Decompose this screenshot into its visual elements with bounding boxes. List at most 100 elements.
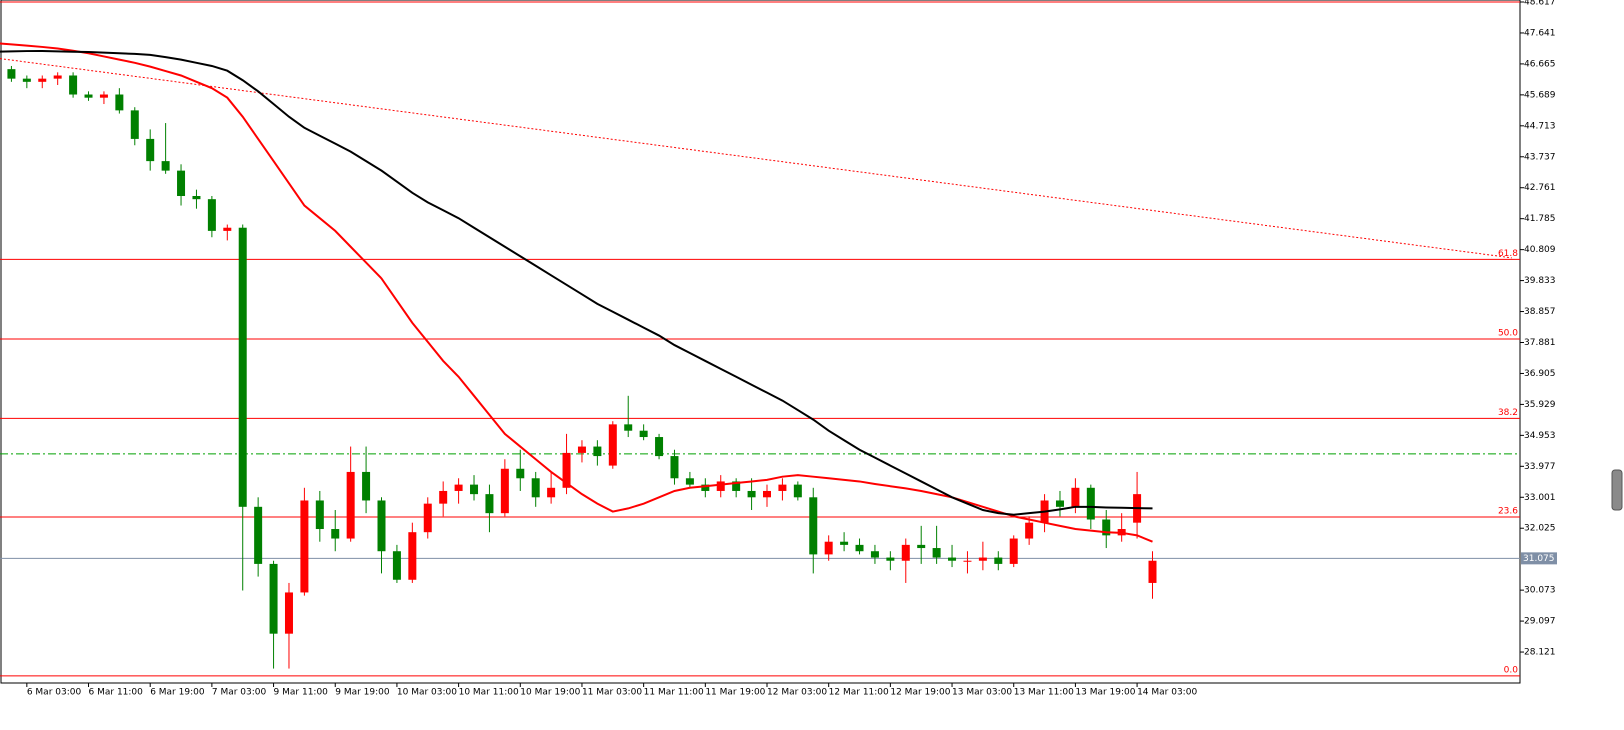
candle-body [917, 544, 926, 549]
x-tick-label: 11 Mar 11:00 [644, 688, 704, 698]
candle-body [300, 500, 309, 593]
price-label: 31.075 [1523, 554, 1555, 564]
fib-label: 50.0 [1498, 329, 1518, 339]
fib-label: 38.2 [1498, 408, 1518, 418]
candle-body [362, 471, 371, 501]
candle-body [685, 478, 694, 485]
moving-average [0, 50, 1153, 516]
y-tick-label: 33.001 [1524, 493, 1556, 503]
candle-body [1025, 522, 1034, 539]
x-tick-label: 13 Mar 03:00 [952, 688, 1012, 698]
candle-body [608, 424, 617, 466]
y-tick-label: 35.929 [1524, 400, 1556, 410]
x-tick-label: 12 Mar 03:00 [767, 688, 827, 698]
candle-body [562, 452, 571, 488]
candle-body [315, 500, 324, 530]
candle-body [994, 557, 1003, 564]
y-tick-label: 47.641 [1524, 28, 1556, 38]
candle-body [1009, 538, 1018, 564]
y-tick-label: 38.857 [1524, 307, 1556, 317]
x-tick-label: 13 Mar 11:00 [1014, 688, 1074, 698]
candle-body [978, 557, 987, 561]
candle-body [177, 170, 186, 197]
candle-body [1086, 487, 1095, 520]
plot-frame [0, 0, 1521, 684]
candle-body [886, 557, 895, 561]
y-tick-label: 42.761 [1524, 183, 1556, 193]
candle-body [716, 481, 725, 491]
candle-body [963, 560, 972, 562]
candle-body [932, 548, 941, 558]
y-tick-label: 39.833 [1524, 276, 1556, 286]
y-tick-label: 45.689 [1524, 90, 1556, 100]
y-tick-label: 33.977 [1524, 462, 1556, 472]
y-tick-label: 44.713 [1524, 121, 1556, 131]
candle-body [392, 551, 401, 580]
candle-body [53, 75, 62, 79]
y-tick-label: 37.881 [1524, 338, 1556, 348]
candle-body [454, 484, 463, 491]
candle-body [254, 506, 263, 564]
y-tick-label: 36.905 [1524, 369, 1556, 379]
candle-body [22, 78, 31, 82]
candle-body [778, 484, 787, 491]
candle-body [655, 437, 664, 457]
candle-body [161, 161, 170, 171]
x-tick-label: 11 Mar 19:00 [705, 688, 765, 698]
candle-body [870, 551, 879, 558]
candle-body [593, 446, 602, 457]
candle-body [809, 497, 818, 555]
trendline [0, 58, 1512, 259]
price-box [1521, 552, 1557, 565]
candle-body [346, 471, 355, 539]
candle-body [901, 544, 910, 561]
y-tick-label: 41.785 [1524, 214, 1556, 224]
x-tick-label: 6 Mar 03:00 [27, 688, 82, 698]
x-tick-label: 14 Mar 03:00 [1137, 688, 1197, 698]
candle-body [840, 541, 849, 545]
scroll-handle[interactable] [1611, 469, 1623, 511]
x-tick-label: 7 Mar 03:00 [212, 688, 267, 698]
candle-body [207, 199, 216, 231]
candle-body [84, 94, 93, 98]
y-tick-label: 28.121 [1524, 648, 1556, 658]
candle-body [192, 196, 201, 200]
candle-body [470, 484, 479, 495]
y-tick-label: 30.073 [1524, 586, 1556, 596]
fib-label: 61.8 [1498, 249, 1518, 259]
candle-body [331, 529, 340, 539]
candle-body [439, 490, 448, 504]
y-tick-label: 48.617 [1524, 0, 1556, 7]
candle-body [1071, 487, 1080, 507]
candle-body [732, 481, 741, 491]
candle-body [284, 592, 293, 634]
x-tick-label: 13 Mar 19:00 [1075, 688, 1135, 698]
y-tick-label: 29.097 [1524, 617, 1556, 627]
candle-body [69, 75, 78, 95]
y-tick-label: 40.809 [1524, 245, 1556, 255]
candle-body [1055, 500, 1064, 507]
candle-body [577, 446, 586, 453]
x-tick-label: 9 Mar 11:00 [274, 688, 329, 698]
candle-body [7, 69, 16, 79]
candle-body [855, 544, 864, 552]
candle-body [485, 494, 494, 514]
candle-body [1102, 519, 1111, 536]
candle-body [423, 503, 432, 533]
candle-body [269, 563, 278, 634]
candle-body [547, 487, 556, 498]
y-tick-label: 43.737 [1524, 152, 1556, 162]
x-tick-label: 10 Mar 03:00 [397, 688, 457, 698]
candle-body [130, 110, 139, 139]
fib-label: 0.0 [1504, 665, 1519, 675]
candle-body [701, 484, 710, 491]
candle-body [639, 430, 648, 438]
candle-body [408, 532, 417, 580]
fib-label: 23.6 [1498, 506, 1518, 516]
candle-body [377, 500, 386, 552]
candle-body [624, 424, 633, 431]
candle-body [146, 138, 155, 162]
candle-body [238, 227, 247, 507]
candle-body [747, 490, 756, 498]
